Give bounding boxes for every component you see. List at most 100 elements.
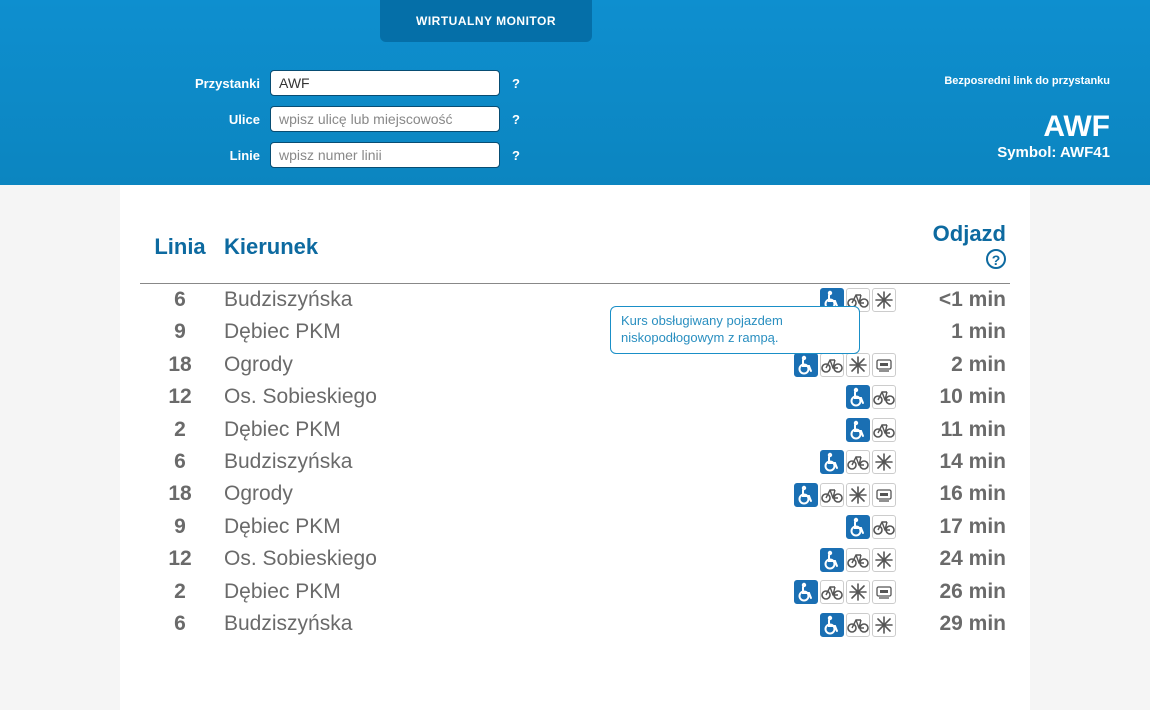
departure-time: 17 min	[900, 511, 1010, 543]
col-header-departure: Odjazd ?	[900, 215, 1010, 284]
help-icon[interactable]: ?	[512, 76, 520, 91]
feature-icons	[740, 478, 900, 510]
ac-icon[interactable]	[872, 548, 896, 572]
wheelchair-icon[interactable]	[820, 548, 844, 572]
bike-icon[interactable]	[820, 580, 844, 604]
header: WIRTUALNY MONITOR Przystanki ? Ulice ? L…	[0, 0, 1150, 185]
table-row[interactable]: 6BudziszyńskaKurs obsługiwany pojazdemni…	[140, 284, 1010, 317]
table-row[interactable]: 9Dębiec PKM1 min	[140, 316, 1010, 348]
help-icon[interactable]: ?	[512, 148, 520, 163]
bike-icon[interactable]	[872, 385, 896, 409]
bike-icon[interactable]	[872, 515, 896, 539]
table-row[interactable]: 6Budziszyńska 14 min	[140, 446, 1010, 478]
bike-icon[interactable]	[820, 353, 844, 377]
line-number: 6	[140, 446, 220, 478]
wheelchair-icon[interactable]	[846, 418, 870, 442]
bike-icon[interactable]	[846, 450, 870, 474]
lines-label: Linie	[180, 148, 260, 163]
table-row[interactable]: 2Dębiec PKM 26 min	[140, 576, 1010, 608]
table-row[interactable]: 18Ogrody 16 min	[140, 478, 1010, 510]
search-panel: Przystanki ? Ulice ? Linie ?	[180, 70, 520, 178]
wheelchair-icon[interactable]	[794, 580, 818, 604]
departure-time: <1 min	[900, 284, 1010, 317]
line-number: 18	[140, 348, 220, 380]
line-number: 6	[140, 608, 220, 640]
wheelchair-icon[interactable]	[794, 483, 818, 507]
ac-icon[interactable]	[872, 288, 896, 312]
bike-icon[interactable]	[872, 418, 896, 442]
stop-name: AWF	[997, 110, 1110, 144]
line-number: 6	[140, 284, 220, 317]
streets-input[interactable]	[270, 106, 500, 132]
table-row[interactable]: 9Dębiec PKM 17 min	[140, 511, 1010, 543]
tooltip: Kurs obsługiwany pojazdemniskopodłogowym…	[610, 306, 860, 354]
direction: Budziszyńska	[220, 608, 740, 640]
feature-icons	[740, 446, 900, 478]
feature-icons: Kurs obsługiwany pojazdemniskopodłogowym…	[740, 284, 900, 317]
line-number: 18	[140, 478, 220, 510]
wheelchair-icon[interactable]	[846, 515, 870, 539]
feature-icons	[740, 381, 900, 413]
bike-icon[interactable]	[846, 613, 870, 637]
line-number: 9	[140, 316, 220, 348]
wheelchair-icon[interactable]	[846, 385, 870, 409]
departures-table: Linia Kierunek Odjazd ? 6BudziszyńskaKur…	[140, 215, 1010, 641]
lines-input[interactable]	[270, 142, 500, 168]
direction: Dębiec PKM	[220, 576, 740, 608]
stop-symbol: Symbol: AWF41	[997, 144, 1110, 161]
ac-icon[interactable]	[846, 483, 870, 507]
table-row[interactable]: 18Ogrody2 min	[140, 348, 1010, 380]
departures-panel: Linia Kierunek Odjazd ? 6BudziszyńskaKur…	[120, 185, 1030, 710]
bike-icon[interactable]	[846, 548, 870, 572]
streets-label: Ulice	[180, 112, 260, 127]
departure-time: 29 min	[900, 608, 1010, 640]
departure-time: 11 min	[900, 413, 1010, 445]
bike-icon[interactable]	[820, 483, 844, 507]
direction: Ogrody	[220, 478, 740, 510]
ac-icon[interactable]	[846, 580, 870, 604]
feature-icons	[740, 511, 900, 543]
feature-icons	[740, 543, 900, 575]
departure-time: 14 min	[900, 446, 1010, 478]
departure-time: 26 min	[900, 576, 1010, 608]
ac-icon[interactable]	[872, 450, 896, 474]
direction: Os. Sobieskiego	[220, 381, 740, 413]
wheelchair-icon[interactable]	[820, 450, 844, 474]
line-number: 2	[140, 413, 220, 445]
table-row[interactable]: 2Dębiec PKM 11 min	[140, 413, 1010, 445]
departure-time: 16 min	[900, 478, 1010, 510]
table-row[interactable]: 12Os. Sobieskiego 24 min	[140, 543, 1010, 575]
line-number: 12	[140, 543, 220, 575]
ac-icon[interactable]	[872, 613, 896, 637]
usb-icon[interactable]	[872, 483, 896, 507]
col-header-line: Linia	[140, 215, 220, 284]
direction: Os. Sobieskiego	[220, 543, 740, 575]
departure-time: 2 min	[900, 348, 1010, 380]
col-header-icons	[740, 215, 900, 284]
table-row[interactable]: 12Os. Sobieskiego10 min	[140, 381, 1010, 413]
help-icon[interactable]: ?	[986, 249, 1006, 269]
line-number: 2	[140, 576, 220, 608]
feature-icons	[740, 576, 900, 608]
col-header-direction: Kierunek	[220, 215, 740, 284]
line-number: 12	[140, 381, 220, 413]
tab-virtual-monitor[interactable]: WIRTUALNY MONITOR	[380, 0, 592, 42]
help-icon[interactable]: ?	[512, 112, 520, 127]
direction: Budziszyńska	[220, 446, 740, 478]
stops-label: Przystanki	[180, 76, 260, 91]
stops-input[interactable]	[270, 70, 500, 96]
line-number: 9	[140, 511, 220, 543]
wheelchair-icon[interactable]	[794, 353, 818, 377]
departure-time: 1 min	[900, 316, 1010, 348]
direct-stop-link[interactable]: Bezposredni link do przystanku	[944, 75, 1110, 87]
ac-icon[interactable]	[846, 353, 870, 377]
feature-icons	[740, 608, 900, 640]
stop-title: AWF Symbol: AWF41	[997, 110, 1110, 161]
wheelchair-icon[interactable]	[820, 613, 844, 637]
direction: Dębiec PKM	[220, 511, 740, 543]
table-row[interactable]: 6Budziszyńska 29 min	[140, 608, 1010, 640]
usb-icon[interactable]	[872, 353, 896, 377]
direction: Dębiec PKM	[220, 413, 740, 445]
usb-icon[interactable]	[872, 580, 896, 604]
departure-time: 24 min	[900, 543, 1010, 575]
